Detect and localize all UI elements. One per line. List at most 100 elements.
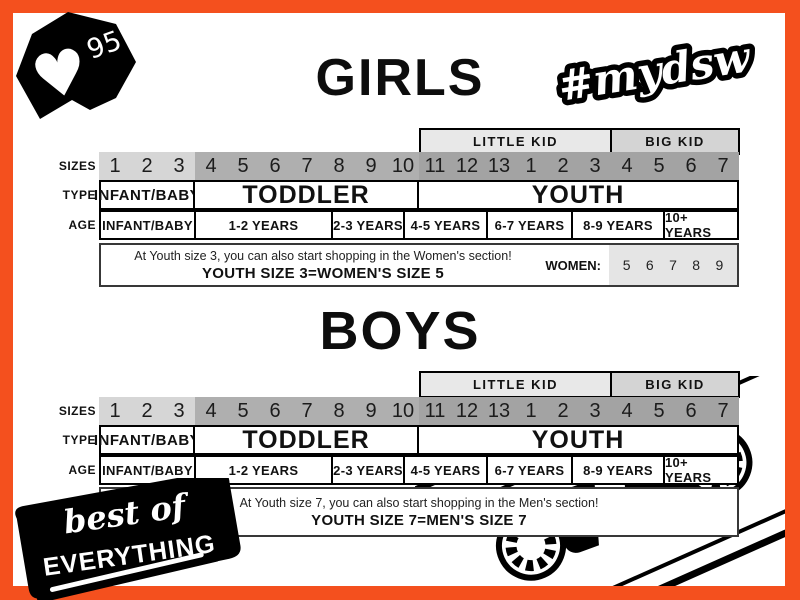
boys-age-row: INFANT/BABY 1-2 YEARS 2-3 YEARS 4-5 YEARS 6-… [99, 455, 739, 485]
size-cell: 1 [515, 152, 547, 180]
size-cell: 5 [643, 397, 675, 425]
mens-note-text: At Youth size 7, you can also start shop… [101, 489, 737, 535]
age-cell: INFANT/BABY [99, 210, 196, 240]
hashtag-text: #mydsw [555, 32, 755, 111]
girls-age-row-label: AGE [68, 218, 96, 232]
age-cell: 6-7 YEARS [486, 210, 573, 240]
type-cell: YOUTH [417, 425, 739, 455]
women-size-value: 6 [645, 257, 654, 273]
border-bottom [0, 586, 800, 600]
age-cell: 2-3 YEARS [331, 210, 405, 240]
girls-title: GIRLS [315, 49, 485, 107]
type-cell: TODDLER [193, 180, 419, 210]
size-cell: 11 [419, 152, 451, 180]
size-cell: 4 [611, 152, 643, 180]
womens-note-text: At Youth size 3, you can also start shop… [113, 245, 533, 285]
size-cell: 3 [163, 397, 195, 425]
mens-note-line-2: YOUTH SIZE 7=MEN'S SIZE 7 [311, 511, 527, 529]
size-cell: 8 [323, 152, 355, 180]
size-cell: 11 [419, 397, 451, 425]
size-cell: 7 [291, 152, 323, 180]
girls-big-kid-header: BIG KID [610, 128, 740, 155]
women-size-value: 5 [622, 257, 631, 273]
girls-little-kid-header: LITTLE KID [419, 128, 612, 155]
size-cell: 13 [483, 397, 515, 425]
women-label: WOMEN: [545, 257, 601, 273]
age-cell: 2-3 YEARS [331, 455, 405, 485]
boys-little-kid-header: LITTLE KID [419, 371, 612, 398]
girls-sizes-row: 1 2 3 4 5 6 7 8 9 10 11 12 13 1 2 3 4 5 6 7 [99, 152, 739, 180]
best-of-everything-sticker: best of EVERYTHING [15, 478, 241, 600]
size-cell: 6 [675, 152, 707, 180]
womens-crossover-note: At Youth size 3, you can also start shop… [99, 243, 739, 287]
girls-sizes-row-label: SIZES [58, 159, 96, 173]
women-size-value: 8 [692, 257, 701, 273]
border-right [785, 0, 800, 600]
size-cell: 4 [195, 152, 227, 180]
size-cell: 5 [227, 152, 259, 180]
type-cell: INFANT/BABY [94, 425, 200, 455]
girls-type-row: INFANT/BABY TODDLER YOUTH [94, 180, 739, 210]
size-cell: 7 [707, 152, 739, 180]
size-cell: 4 [611, 397, 643, 425]
age-cell: 10+ YEARS [663, 455, 739, 485]
type-cell: INFANT/BABY [94, 180, 200, 210]
boys-type-row: INFANT/BABY TODDLER YOUTH [94, 425, 739, 455]
size-cell: 12 [451, 397, 483, 425]
border-left [0, 0, 13, 600]
size-cell: 3 [163, 152, 195, 180]
size-cell: 6 [259, 397, 291, 425]
size-cell: 4 [195, 397, 227, 425]
size-cell: 9 [355, 152, 387, 180]
underline-stroke [49, 552, 204, 592]
type-cell: YOUTH [417, 180, 739, 210]
likes-sticker: ♥ 95 [16, 12, 136, 119]
age-cell: 8-9 YEARS [571, 210, 665, 240]
age-cell: 6-7 YEARS [486, 455, 573, 485]
boys-age-row-label: AGE [68, 463, 96, 477]
size-cell: 5 [643, 152, 675, 180]
womens-note-line-1: At Youth size 3, you can also start shop… [134, 248, 512, 263]
size-cell: 2 [131, 397, 163, 425]
size-cell: 7 [291, 397, 323, 425]
age-cell: 4-5 YEARS [403, 455, 488, 485]
size-cell: 10 [387, 397, 419, 425]
size-cell: 9 [355, 397, 387, 425]
size-cell: 8 [323, 397, 355, 425]
boys-type-row-label: TYPE [62, 433, 96, 447]
girls-age-row: INFANT/BABY 1-2 YEARS 2-3 YEARS 4-5 YEARS 6-… [99, 210, 739, 240]
size-cell: 2 [547, 397, 579, 425]
size-cell: 12 [451, 152, 483, 180]
age-cell: 10+ YEARS [663, 210, 739, 240]
size-cell: 2 [547, 152, 579, 180]
boys-big-kid-header: BIG KID [610, 371, 740, 398]
size-cell: 13 [483, 152, 515, 180]
hashtag-sticker: #mydsw [549, 26, 760, 116]
size-cell: 7 [707, 397, 739, 425]
boys-sizes-row: 1 2 3 4 5 6 7 8 9 10 11 12 13 1 2 3 4 5 6 7 [99, 397, 739, 425]
womens-note-line-2: YOUTH SIZE 3=WOMEN'S SIZE 5 [201, 264, 445, 282]
size-cell: 6 [259, 152, 291, 180]
size-cell: 2 [131, 152, 163, 180]
size-cell: 1 [515, 397, 547, 425]
boys-title: BOYS [319, 301, 481, 361]
women-size-value: 7 [669, 257, 677, 273]
sticker-shape [16, 12, 136, 119]
size-cell: 1 [99, 397, 131, 425]
border-top [0, 0, 800, 13]
size-cell: 3 [579, 397, 611, 425]
age-cell: 4-5 YEARS [403, 210, 488, 240]
boys-sizes-row-label: SIZES [58, 404, 96, 418]
size-cell: 1 [99, 152, 131, 180]
age-cell: 1-2 YEARS [194, 210, 333, 240]
age-cell: 8-9 YEARS [571, 455, 665, 485]
girls-type-row-label: TYPE [62, 188, 96, 202]
size-cell: 10 [387, 152, 419, 180]
size-cell: 6 [675, 397, 707, 425]
type-cell: TODDLER [193, 425, 419, 455]
size-cell: 3 [579, 152, 611, 180]
size-cell: 5 [227, 397, 259, 425]
